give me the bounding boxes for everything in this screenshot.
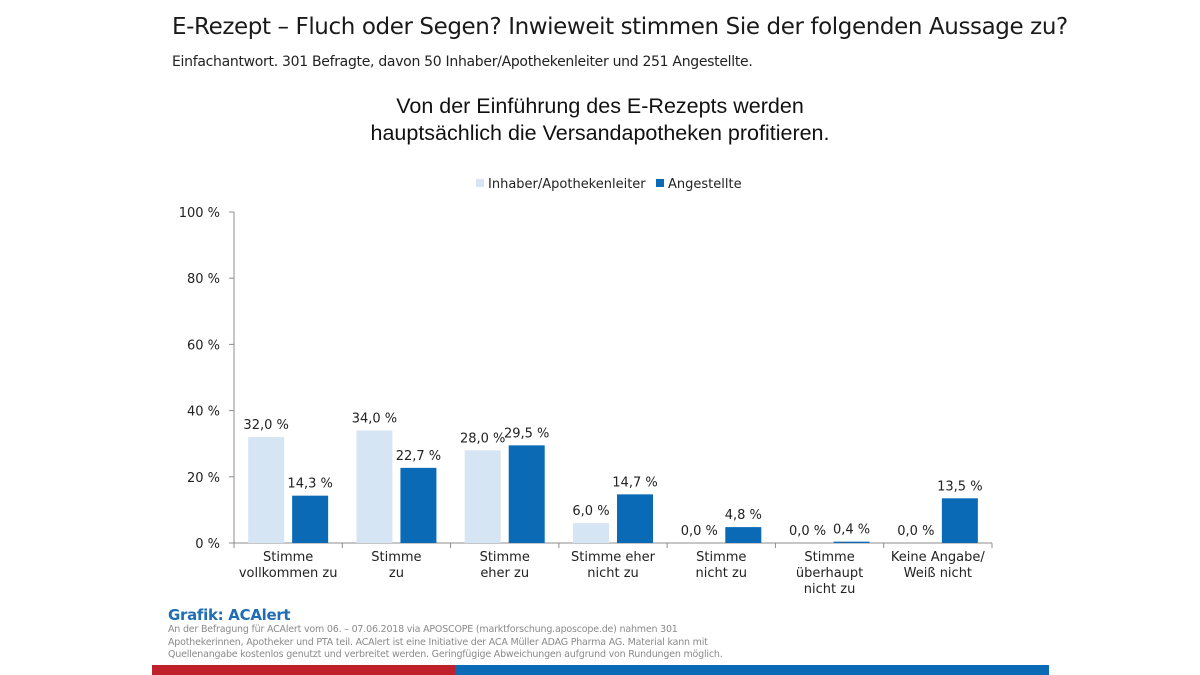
y-tick-label: 20 % — [187, 471, 220, 486]
category-label: Stimme eher — [571, 550, 656, 565]
data-label: 14,3 % — [287, 477, 332, 492]
bar-angestellte — [400, 467, 437, 543]
page-title: E-Rezept – Fluch oder Segen? Inwieweit s… — [172, 14, 1068, 40]
data-label: 34,0 % — [352, 411, 397, 426]
category-label: Stimme — [696, 550, 746, 565]
category-label: Stimme — [263, 550, 313, 565]
data-labels: 32,0 % 14,3 % 34,0 % 22,7 % 28,0 %29,5 % 6,0 … — [243, 411, 982, 539]
data-label: 29,5 % — [504, 426, 549, 441]
y-tick-label: 0 % — [195, 537, 220, 552]
category-label: Stimme — [804, 550, 854, 565]
bar-inhaber — [464, 450, 501, 543]
y-tick-label: 40 % — [187, 405, 220, 420]
legend-label-angestellte: Angestellte — [668, 177, 742, 192]
legend: Inhaber/Apothekenleiter Angestellte — [476, 177, 742, 192]
brand-stripe-red — [152, 665, 455, 675]
source-title: Grafik: ACAlert — [168, 606, 291, 624]
bar-angestellte — [833, 541, 870, 543]
data-label: 4,8 % — [725, 508, 762, 523]
chart-title-line-2: hauptsächlich die Versandapotheken profi… — [370, 121, 830, 145]
bars — [248, 430, 978, 543]
data-label: 28,0 % — [460, 431, 505, 446]
brand-stripe-blue — [455, 665, 1049, 675]
bar-angestellte — [725, 527, 762, 543]
legend-swatch-inhaber — [476, 179, 484, 187]
bar-inhaber — [573, 523, 609, 543]
category-label: Keine Angabe/ — [891, 550, 985, 565]
category-label: nicht zu — [587, 566, 639, 581]
chart-title-line-1: Von der Einführung des E-Rezepts werden — [396, 94, 804, 118]
data-label: 0,0 % — [681, 524, 718, 539]
data-label: 13,5 % — [937, 479, 982, 494]
bar-angestellte — [292, 495, 329, 543]
source-note: An der Befragung für ACAlert vom 06. – 0… — [168, 624, 723, 660]
y-tick-label: 60 % — [187, 338, 220, 353]
category-label: Weiß nicht — [904, 566, 972, 581]
bar-angestellte — [617, 494, 653, 543]
data-label: 32,0 % — [243, 418, 288, 433]
data-label: 22,7 % — [396, 449, 441, 464]
bar-angestellte — [508, 445, 545, 543]
y-tick-label: 80 % — [187, 272, 220, 287]
page-subtitle: Einfachantwort. 301 Befragte, davon 50 I… — [172, 54, 753, 70]
category-label: nicht zu — [804, 582, 856, 597]
category-label: Stimme — [480, 550, 530, 565]
data-label: 14,7 % — [612, 475, 657, 490]
category-label: eher zu — [480, 566, 529, 581]
data-label: 6,0 % — [572, 504, 609, 519]
legend-swatch-angestellte — [656, 179, 664, 187]
bar-inhaber — [356, 430, 393, 543]
bar-inhaber — [248, 437, 285, 543]
chart-title: Von der Einführung des E-Rezepts werden … — [300, 93, 900, 147]
data-label: 0,0 % — [789, 524, 826, 539]
y-tick-label: 100 % — [179, 206, 220, 221]
data-label: 0,4 % — [833, 523, 870, 538]
data-label: 0,0 % — [897, 524, 934, 539]
category-label: nicht zu — [696, 566, 748, 581]
legend-label-inhaber: Inhaber/Apothekenleiter — [488, 177, 646, 192]
bar-angestellte — [941, 498, 978, 543]
category-label: zu — [389, 566, 404, 581]
category-label: Stimme — [371, 550, 421, 565]
category-label: vollkommen zu — [239, 566, 338, 581]
category-label: überhaupt — [796, 566, 863, 581]
